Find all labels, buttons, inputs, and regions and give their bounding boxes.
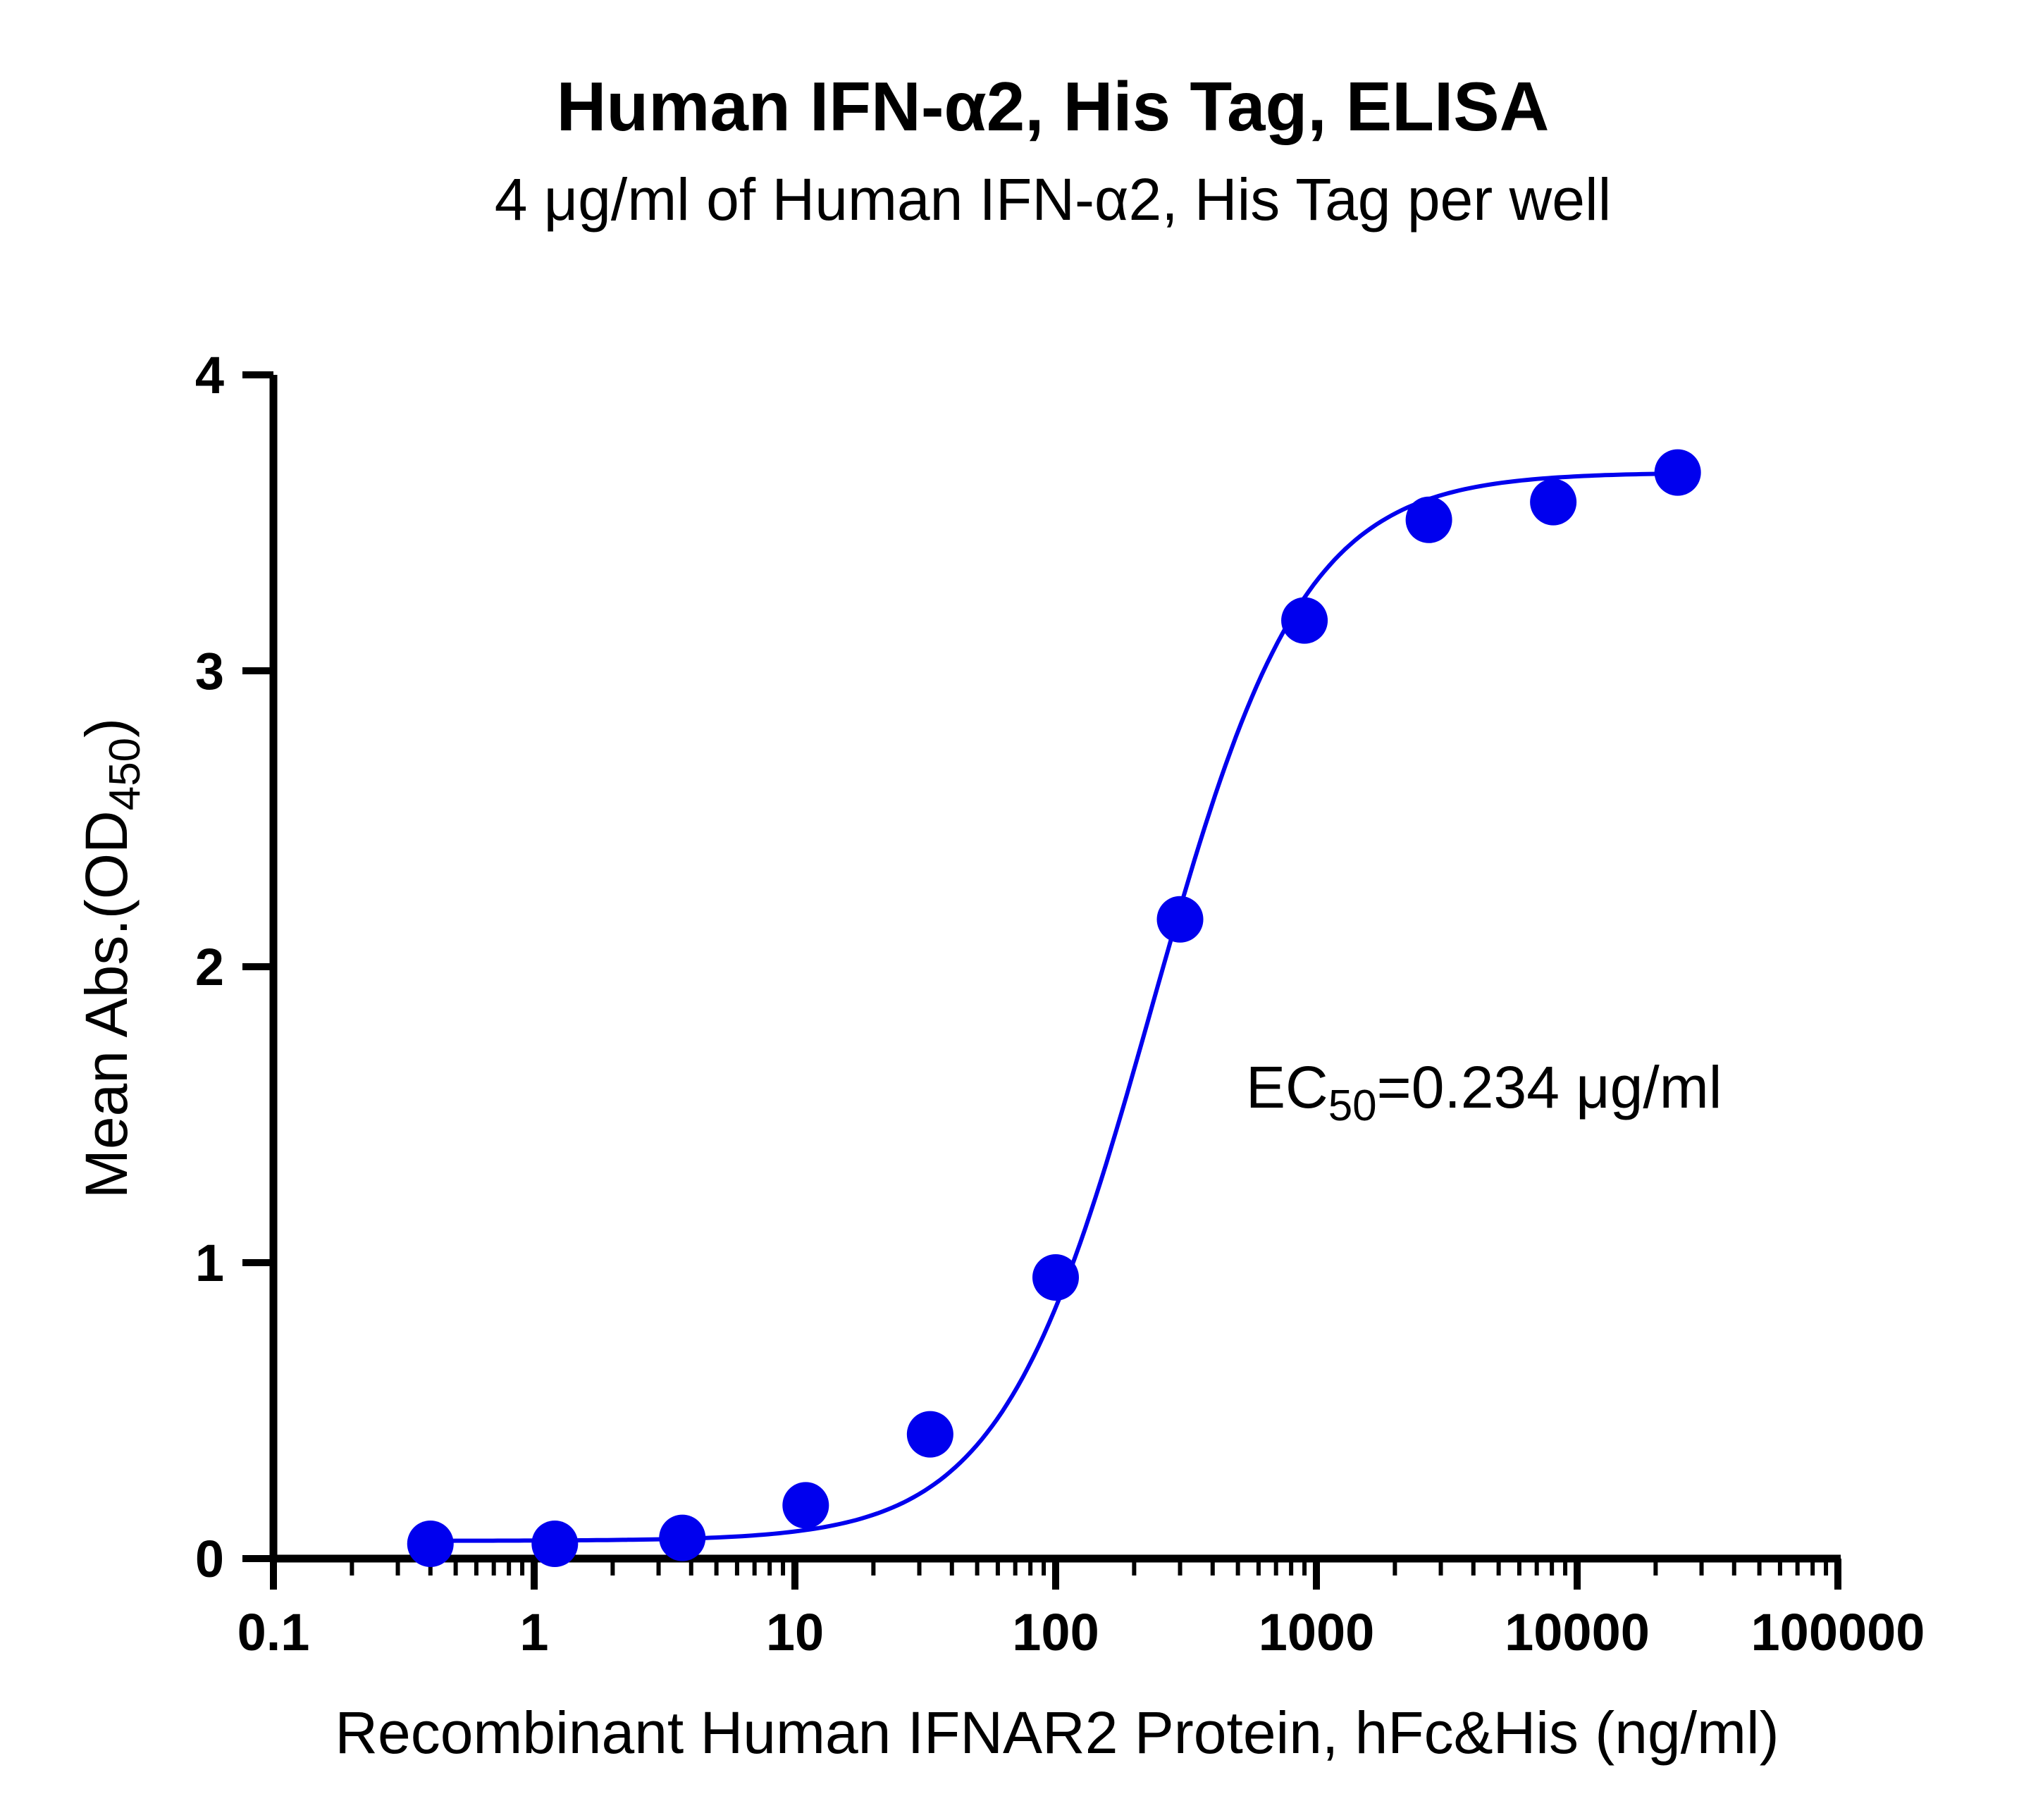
- x-tick-label: 1000: [1259, 1603, 1375, 1661]
- chart-title: Human IFN-α2, His Tag, ELISA: [557, 68, 1550, 145]
- y-tick-label: 2: [195, 938, 224, 996]
- axes: [269, 375, 1841, 1563]
- y-axis-ticks: 0 1 2 3 4: [195, 346, 273, 1588]
- annotation-subscript: 50: [1328, 1082, 1377, 1130]
- x-axis-ticks: 0.1 1 10 100 1000 10000 100000: [237, 1559, 1925, 1661]
- data-point: [531, 1521, 579, 1567]
- y-tick-label: 1: [195, 1234, 224, 1292]
- annotation-prefix: EC: [1246, 1054, 1328, 1120]
- data-point: [407, 1521, 454, 1567]
- annotation-ec50: EC50=0.234 μg/ml: [1246, 1054, 1722, 1130]
- data-point: [1281, 597, 1328, 644]
- data-points: [407, 449, 1701, 1567]
- x-tick-label: 10000: [1505, 1603, 1650, 1661]
- x-axis-label: Recombinant Human IFNAR2 Protein, hFc&Hi…: [335, 1700, 1779, 1766]
- annotation-suffix: =0.234 μg/ml: [1377, 1054, 1722, 1120]
- data-point: [1405, 496, 1452, 543]
- y-axis-label-subscript: 450: [101, 738, 149, 810]
- chart-subtitle: 4 μg/ml of Human IFN-α2, His Tag per wel…: [495, 166, 1612, 233]
- data-point: [782, 1482, 829, 1529]
- x-tick-label: 100: [1012, 1603, 1099, 1661]
- x-tick-label: 100000: [1751, 1603, 1925, 1661]
- data-point: [1156, 896, 1204, 943]
- data-point: [1530, 478, 1577, 526]
- data-point: [659, 1514, 706, 1561]
- data-point: [1654, 449, 1701, 496]
- y-axis-label-close: ): [73, 718, 140, 738]
- x-tick-label: 10: [766, 1603, 824, 1661]
- x-tick-label: 1: [519, 1603, 548, 1661]
- y-axis-label-main: Mean Abs.(OD: [73, 810, 140, 1199]
- y-tick-label: 4: [195, 346, 224, 404]
- x-tick-label: 0.1: [237, 1603, 310, 1661]
- data-point: [1032, 1254, 1079, 1301]
- data-point: [906, 1411, 953, 1458]
- y-axis-label: Mean Abs.(OD450): [73, 718, 149, 1199]
- y-tick-label: 0: [195, 1530, 224, 1588]
- y-tick-label: 3: [195, 642, 224, 700]
- fit-curve: [430, 471, 1678, 1543]
